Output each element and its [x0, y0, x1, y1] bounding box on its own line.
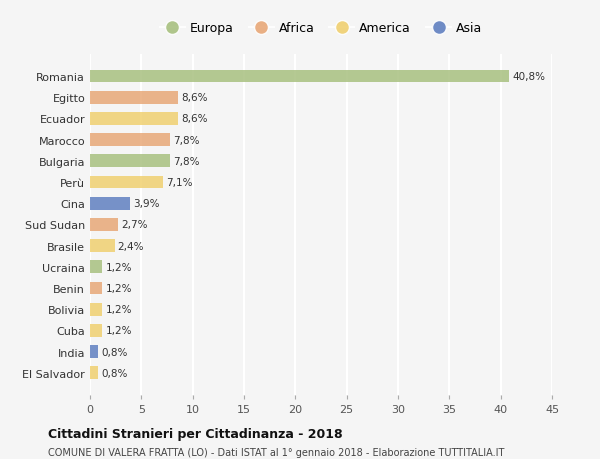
Text: 0,8%: 0,8%	[101, 347, 128, 357]
Bar	[90, 303, 103, 316]
Bar	[90, 325, 103, 337]
Text: COMUNE DI VALERA FRATTA (LO) - Dati ISTAT al 1° gennaio 2018 - Elaborazione TUTT: COMUNE DI VALERA FRATTA (LO) - Dati ISTA…	[48, 448, 505, 458]
Bar	[90, 176, 163, 189]
Text: 2,4%: 2,4%	[118, 241, 144, 251]
Text: 3,9%: 3,9%	[133, 199, 160, 209]
Text: 7,8%: 7,8%	[173, 157, 200, 167]
Bar	[90, 240, 115, 252]
Text: 8,6%: 8,6%	[181, 93, 208, 103]
Text: 0,8%: 0,8%	[101, 368, 128, 378]
Bar	[90, 113, 178, 125]
Bar	[90, 282, 103, 295]
Text: 8,6%: 8,6%	[181, 114, 208, 124]
Bar	[90, 71, 509, 83]
Text: 1,2%: 1,2%	[106, 262, 132, 272]
Legend: Europa, Africa, America, Asia: Europa, Africa, America, Asia	[155, 17, 487, 40]
Text: 7,1%: 7,1%	[166, 178, 193, 188]
Bar	[90, 346, 98, 358]
Text: 1,2%: 1,2%	[106, 304, 132, 314]
Bar	[90, 367, 98, 379]
Text: Cittadini Stranieri per Cittadinanza - 2018: Cittadini Stranieri per Cittadinanza - 2…	[48, 427, 343, 440]
Text: 2,7%: 2,7%	[121, 220, 148, 230]
Text: 7,8%: 7,8%	[173, 135, 200, 146]
Bar	[90, 92, 178, 104]
Bar	[90, 261, 103, 274]
Bar	[90, 155, 170, 168]
Bar	[90, 218, 118, 231]
Text: 1,2%: 1,2%	[106, 283, 132, 293]
Bar	[90, 197, 130, 210]
Text: 40,8%: 40,8%	[512, 72, 545, 82]
Text: 1,2%: 1,2%	[106, 326, 132, 336]
Bar	[90, 134, 170, 147]
